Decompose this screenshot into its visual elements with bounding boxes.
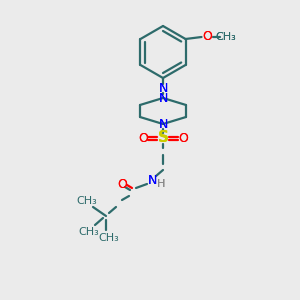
Text: S: S — [158, 130, 169, 146]
Text: N: N — [147, 175, 157, 188]
Text: N: N — [158, 118, 168, 130]
Text: N: N — [158, 82, 168, 95]
Text: CH₃: CH₃ — [99, 233, 119, 243]
Text: CH₃: CH₃ — [215, 32, 236, 42]
Text: N: N — [158, 118, 168, 130]
Text: O: O — [202, 31, 212, 44]
Text: O: O — [117, 178, 127, 190]
Text: CH₃: CH₃ — [76, 196, 98, 206]
Text: O: O — [178, 131, 188, 145]
Text: CH₃: CH₃ — [79, 227, 99, 237]
Text: O: O — [202, 31, 212, 44]
Text: N: N — [158, 92, 168, 104]
Text: O: O — [138, 131, 148, 145]
Text: H: H — [157, 179, 165, 189]
Text: O: O — [117, 178, 127, 190]
Text: N: N — [158, 82, 168, 95]
Text: N: N — [147, 175, 157, 188]
Text: O: O — [178, 131, 188, 145]
Text: N: N — [158, 92, 168, 104]
Text: CH₃: CH₃ — [215, 32, 236, 42]
Text: O: O — [138, 131, 148, 145]
Text: H: H — [157, 179, 165, 189]
Text: S: S — [158, 130, 169, 146]
